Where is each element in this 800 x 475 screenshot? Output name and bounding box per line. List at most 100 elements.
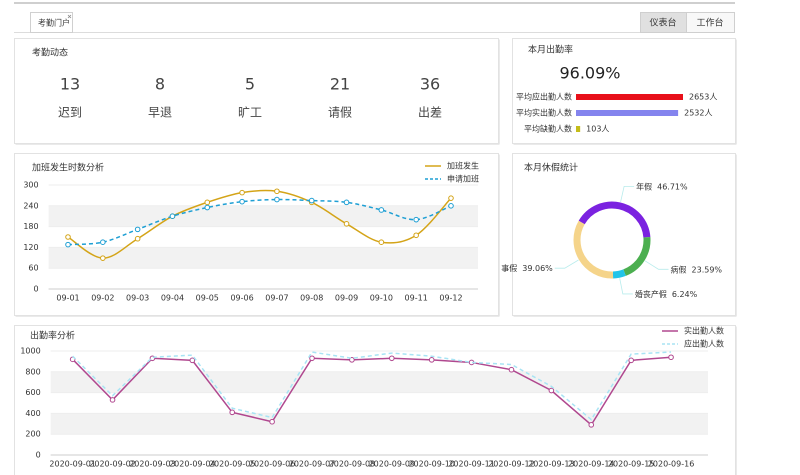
bar-value-label: 2532人 xyxy=(684,109,712,118)
bar xyxy=(576,110,679,116)
bar xyxy=(576,94,683,100)
point xyxy=(448,203,454,209)
x-tick-label: 2020-09-15 xyxy=(608,460,655,469)
y-tick-label: 0 xyxy=(34,285,39,294)
tab-close-icon[interactable] xyxy=(67,14,72,19)
legend-label: 应出勤人数 xyxy=(684,339,724,349)
grid-band xyxy=(50,371,708,393)
point xyxy=(413,232,419,239)
x-tick-label: 09-04 xyxy=(161,294,184,303)
point xyxy=(308,197,315,204)
stat-label: 旷工 xyxy=(238,106,262,120)
panel xyxy=(512,38,736,144)
x-tick-label: 09-10 xyxy=(370,294,393,303)
chart-subtitle: 96.09% xyxy=(559,64,620,83)
x-tick-label: 2020-09-11 xyxy=(448,460,495,469)
point xyxy=(169,213,176,219)
point xyxy=(413,216,419,223)
x-tick-label: 2020-09-09 xyxy=(369,460,416,469)
stat-value: 21 xyxy=(330,75,350,94)
pie-slice xyxy=(612,269,626,279)
point xyxy=(239,198,245,205)
grid-band xyxy=(48,205,478,227)
series-line xyxy=(67,189,452,259)
slice-name: 事假 xyxy=(501,263,517,273)
y-tick-label: 600 xyxy=(25,388,40,397)
y-tick-label: 800 xyxy=(25,367,40,376)
x-tick-label: 2020-09-06 xyxy=(249,460,296,469)
x-tick-label: 2020-09-12 xyxy=(488,460,535,469)
slice-value: 6.24% xyxy=(672,289,698,298)
point xyxy=(378,207,385,213)
slice-name: 婚丧产假 xyxy=(635,288,667,298)
x-tick-label: 2020-09-14 xyxy=(568,460,615,469)
y-tick-label: 200 xyxy=(25,430,40,439)
stat-value: 36 xyxy=(420,75,440,94)
slice-name: 病假 xyxy=(671,264,687,274)
x-tick-label: 09-09 xyxy=(335,294,358,303)
stat-label: 出差 xyxy=(418,106,442,120)
point xyxy=(269,418,275,425)
point xyxy=(309,355,315,362)
point xyxy=(588,422,595,428)
point xyxy=(628,357,634,364)
x-tick-label: 09-02 xyxy=(91,294,114,303)
x-tick-label: 2020-09-01 xyxy=(49,460,96,469)
leader-line xyxy=(620,185,635,203)
tab[interactable]: 考勤门户 xyxy=(30,12,73,33)
series-line xyxy=(72,356,672,426)
slice-value: 23.59% xyxy=(692,265,723,274)
switch-button[interactable] xyxy=(686,12,735,33)
slice-label: 病假 23.59% xyxy=(671,264,723,274)
switch-label[interactable]: 工作台 xyxy=(696,17,723,29)
point xyxy=(548,387,555,394)
slice-value: 46.71% xyxy=(657,182,688,191)
x-tick-label: 09-05 xyxy=(196,294,219,303)
slice-label: 事假 39.06% xyxy=(501,263,553,273)
switch-label[interactable]: 仪表台 xyxy=(649,17,676,29)
leader-line xyxy=(554,259,579,269)
x-tick-label: 2020-09-08 xyxy=(329,460,376,469)
x-tick-label: 09-08 xyxy=(300,294,323,303)
legend-label: 实出勤人数 xyxy=(684,326,724,336)
panels xyxy=(14,38,737,475)
legend-label: 申请加班 xyxy=(447,174,479,184)
x-tick-label: 09-06 xyxy=(230,294,253,303)
chart-title: 出勤率分析 xyxy=(30,330,75,342)
stat-value: 13 xyxy=(60,75,80,94)
pie-slice xyxy=(578,201,651,238)
y-tick-label: 400 xyxy=(25,409,40,418)
chart-title: 本月出勤率 xyxy=(528,44,573,56)
x-tick-label: 2020-09-04 xyxy=(169,460,216,469)
point xyxy=(134,235,141,242)
point xyxy=(189,357,196,364)
x-tick-label: 2020-09-03 xyxy=(129,460,176,469)
stat-value: 5 xyxy=(245,75,255,94)
pie-slice xyxy=(573,220,614,279)
bar-value-label: 2653人 xyxy=(689,93,717,102)
chart-title: 加班发生时数分析 xyxy=(32,162,104,174)
stat-label: 请假 xyxy=(328,106,352,120)
x-tick-label: 2020-09-10 xyxy=(408,460,455,469)
point xyxy=(100,255,106,261)
legend-label: 加班发生 xyxy=(447,161,479,171)
point xyxy=(378,239,385,245)
y-tick-label: 180 xyxy=(23,222,38,231)
point xyxy=(134,226,141,233)
point xyxy=(204,199,211,206)
point xyxy=(508,366,515,373)
panel xyxy=(14,325,736,475)
x-tick-label: 09-07 xyxy=(265,294,288,303)
point xyxy=(274,196,280,203)
point xyxy=(343,199,350,206)
point xyxy=(388,355,395,362)
bar xyxy=(576,126,581,132)
bar-label: 平均应出勤人数 xyxy=(516,92,572,102)
series-line xyxy=(67,198,452,246)
y-tick-label: 0 xyxy=(36,451,41,460)
point xyxy=(229,409,236,416)
x-tick-label: 09-03 xyxy=(126,294,149,303)
point xyxy=(343,221,350,227)
